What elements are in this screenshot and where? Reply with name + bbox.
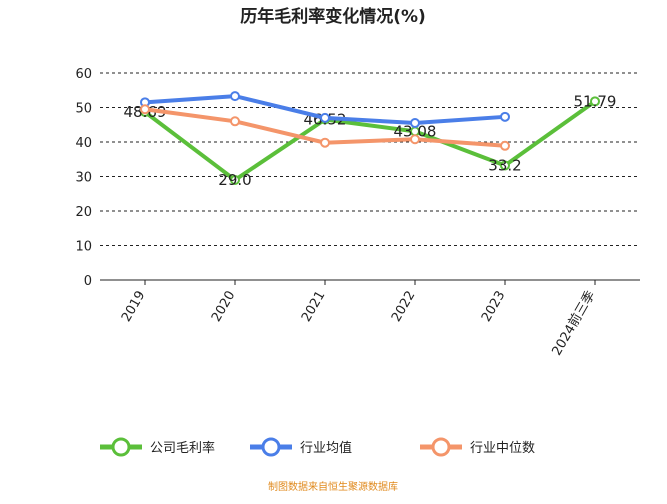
point (230, 116, 240, 127)
point (230, 91, 240, 102)
data-label: 43.08 (394, 122, 437, 140)
x-tick-label: 2024前三季 (549, 288, 599, 358)
point (500, 111, 510, 122)
point (320, 137, 330, 148)
legend-marker (111, 437, 131, 457)
point (230, 174, 240, 185)
y-tick-label: 60 (75, 67, 92, 82)
point (500, 160, 510, 171)
legend-label: 行业中位数 (470, 441, 535, 456)
x-tick-label: 2021 (299, 289, 329, 325)
y-tick-label: 30 (75, 171, 92, 186)
legend-marker (431, 437, 451, 457)
x-tick-label: 2019 (119, 289, 149, 325)
x-tick-label: 2020 (209, 289, 239, 325)
point (140, 104, 150, 115)
legend-label: 公司毛利率 (150, 440, 215, 456)
point (410, 134, 420, 145)
point (320, 112, 330, 123)
x-tick-label: 2022 (389, 289, 419, 325)
point (500, 140, 510, 151)
y-tick-label: 50 (75, 102, 92, 117)
data-label: 29.0 (218, 171, 251, 189)
y-tick-label: 20 (75, 205, 92, 220)
point (410, 118, 420, 129)
chart-title: 历年毛利率变化情况(%) (240, 6, 426, 27)
series-line (143, 99, 597, 183)
x-tick-label: 2023 (479, 289, 509, 325)
legend-marker (261, 437, 281, 457)
source: 制图数据来自恒生聚源数据库 (268, 480, 398, 493)
data-label: 33.2 (488, 156, 521, 174)
point (590, 96, 600, 107)
data-label: 51.79 (574, 92, 617, 110)
y-tick-label: 40 (75, 136, 92, 151)
y-tick-label: 10 (75, 240, 92, 255)
legend-label: 行业均值 (300, 440, 352, 456)
y-tick-label: 0 (84, 274, 92, 289)
